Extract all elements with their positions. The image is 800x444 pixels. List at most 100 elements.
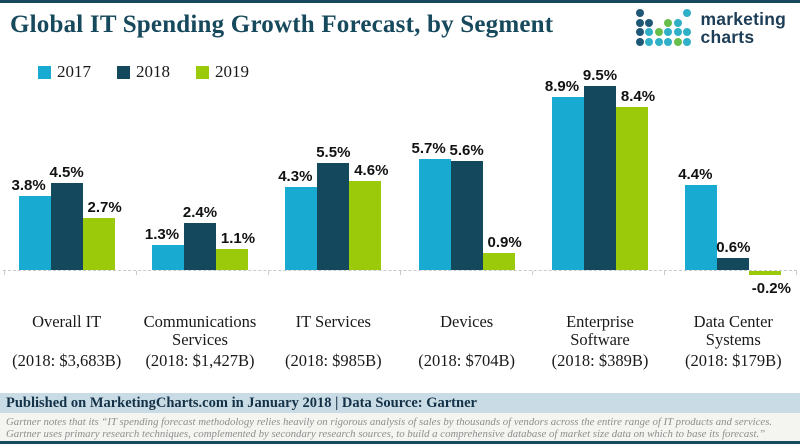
category-name: Overall IT bbox=[0, 313, 133, 331]
logo-dot bbox=[645, 18, 654, 27]
logo-dot-empty bbox=[645, 9, 655, 19]
footnote-line1: Gartner notes that its “IT spending fore… bbox=[6, 416, 773, 428]
bar-value-label: 1.3% bbox=[144, 225, 180, 243]
bar-2019-overall-it bbox=[82, 217, 115, 270]
legend-swatch-2017 bbox=[38, 65, 51, 79]
bar-value-label: 4.6% bbox=[354, 161, 389, 179]
category-sublabel: (2018: $985B) bbox=[284, 351, 382, 370]
bar-2019-devices bbox=[482, 252, 515, 270]
x-axis-tick bbox=[796, 271, 797, 275]
logo-dot bbox=[635, 28, 644, 36]
category-sublabel: (2018: $1,427B) bbox=[145, 351, 255, 370]
logo-dot bbox=[664, 18, 673, 27]
bottom-border bbox=[0, 441, 800, 444]
legend-label: 2019 bbox=[215, 62, 249, 81]
logo-dot bbox=[673, 18, 682, 27]
bar-2019-communications-services bbox=[216, 248, 248, 270]
logo-dot bbox=[635, 9, 644, 17]
bar-value-label: 8.9% bbox=[544, 78, 580, 96]
bar-2018-overall-it bbox=[50, 182, 83, 270]
bar-value-label: 5.6% bbox=[449, 142, 484, 160]
logo-dot bbox=[683, 28, 692, 36]
logo-dot-empty bbox=[683, 19, 693, 29]
logo-wordmark: marketing charts bbox=[701, 10, 786, 46]
bar-2017-it-services bbox=[285, 186, 318, 270]
bar-2019-data-center-systems bbox=[749, 271, 782, 275]
category-name: Devices bbox=[400, 313, 533, 331]
logo-wordmark-line1: marketing bbox=[700, 9, 786, 29]
logo-dot bbox=[664, 37, 673, 46]
bar-value-label: 5.7% bbox=[411, 140, 446, 158]
legend-swatch-2019 bbox=[196, 65, 209, 79]
logo-dot bbox=[645, 37, 654, 46]
logo-dot bbox=[635, 18, 644, 27]
logo-dot bbox=[654, 28, 663, 36]
bar-2018-devices bbox=[450, 161, 483, 270]
legend-item-2018: 2018 bbox=[117, 62, 170, 82]
x-axis-tick bbox=[136, 271, 137, 275]
logo-dot bbox=[635, 37, 644, 46]
category-name: Enterprise Software bbox=[533, 313, 666, 348]
x-axis-tick bbox=[532, 271, 533, 275]
legend-label: 2017 bbox=[57, 62, 91, 81]
bar-value-label: 8.4% bbox=[620, 88, 656, 106]
x-axis-tick bbox=[268, 271, 269, 275]
category-labels: Overall IT (2018: $3,683B) Communications … bbox=[0, 313, 800, 379]
x-axis-tick bbox=[400, 271, 401, 275]
logo-dot bbox=[683, 9, 692, 17]
bar-value-label: 0.9% bbox=[487, 233, 522, 251]
x-axis-tick bbox=[4, 271, 5, 275]
bar-2018-communications-services bbox=[184, 223, 216, 270]
footer-attribution: Published on MarketingCharts.com in Janu… bbox=[0, 393, 800, 413]
bar-value-label: 0.6% bbox=[716, 239, 751, 257]
category-name: Data Center Systems bbox=[667, 313, 800, 348]
category-sublabel: (2018: $179B) bbox=[684, 351, 782, 370]
logo-dot-empty bbox=[655, 9, 665, 19]
logo-dot-empty bbox=[664, 9, 674, 19]
top-border bbox=[0, 0, 800, 3]
legend-item-2019: 2019 bbox=[196, 62, 249, 82]
bar-2018-it-services bbox=[317, 163, 350, 270]
legend-item-2017: 2017 bbox=[38, 62, 91, 82]
bar-value-label: 5.5% bbox=[316, 144, 351, 162]
logo-dot-empty bbox=[674, 9, 684, 19]
bar-2017-data-center-systems bbox=[685, 184, 718, 270]
footnote: Gartner notes that its “IT spending fore… bbox=[0, 413, 800, 441]
logo-dot bbox=[673, 28, 682, 36]
logo-dot bbox=[664, 28, 673, 36]
bar-2017-devices bbox=[418, 159, 451, 270]
category-sublabel: (2018: $3,683B) bbox=[12, 351, 122, 370]
bar-2017-overall-it bbox=[18, 196, 51, 270]
logo-wordmark-line2: charts bbox=[700, 27, 755, 47]
bar-2018-data-center-systems bbox=[717, 258, 750, 270]
logo-dot bbox=[654, 37, 663, 46]
bar-2017-enterprise-software bbox=[552, 97, 584, 270]
bar-2017-communications-services bbox=[152, 244, 184, 270]
logo-dot-empty bbox=[655, 19, 665, 29]
category-name: IT Services bbox=[267, 313, 400, 331]
bar-2019-enterprise-software bbox=[616, 107, 648, 270]
legend-swatch-2018 bbox=[117, 65, 130, 79]
logo-dot bbox=[673, 37, 682, 46]
bar-2019-it-services bbox=[349, 180, 382, 270]
category-name-text: IT Services bbox=[295, 312, 371, 331]
marketingcharts-logo: marketing charts bbox=[635, 9, 786, 47]
logo-dot bbox=[645, 28, 654, 36]
category-name-text: Communications Services bbox=[143, 312, 257, 349]
x-axis-baseline bbox=[3, 270, 797, 271]
category-name-text: Data Center Systems bbox=[693, 312, 773, 349]
bar-value-label: 3.8% bbox=[11, 177, 46, 195]
bar-value-label: 4.4% bbox=[678, 165, 713, 183]
logo-dot bbox=[683, 37, 692, 46]
page-title: Global IT Spending Growth Forecast, by S… bbox=[10, 11, 554, 38]
bar-value-label: 9.5% bbox=[582, 66, 618, 84]
bar-value-label: 2.4% bbox=[182, 204, 218, 222]
category-name-text: Devices bbox=[440, 312, 494, 331]
bar-2018-enterprise-software bbox=[584, 85, 616, 270]
dot-matrix-logo-icon bbox=[635, 9, 693, 47]
bar-value-label: -0.2% bbox=[751, 279, 791, 297]
bar-value-label: 2.7% bbox=[87, 198, 122, 216]
bar-value-label: 4.5% bbox=[49, 163, 84, 181]
category-name: Communications Services bbox=[133, 313, 266, 348]
